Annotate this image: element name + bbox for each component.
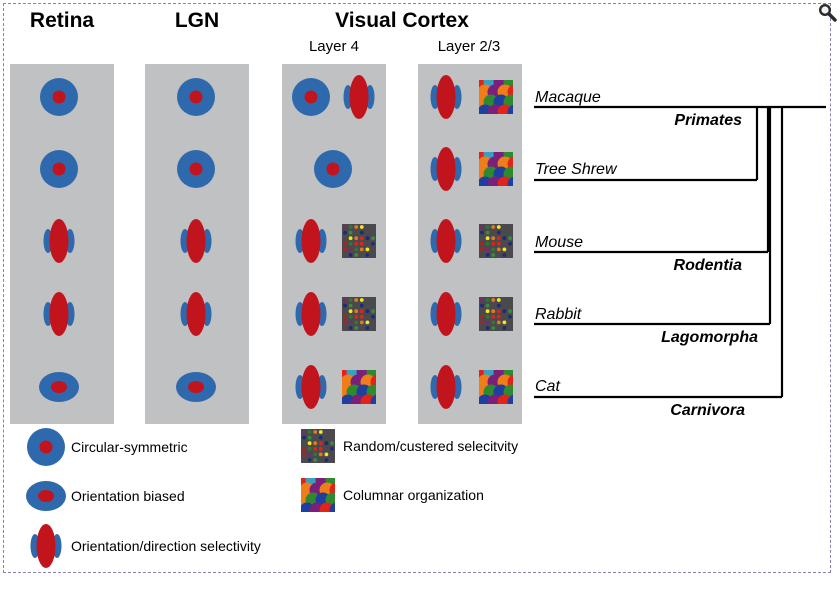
legend [26,428,335,568]
legend-label-random: Random/custered selecitvity [343,438,518,454]
species-label-macaque: Macaque [535,89,601,106]
order-label-lagomorpha: Lagomorpha [661,329,758,346]
retina-header: Retina [30,9,95,32]
species-label-tree-shrew: Tree Shrew [535,161,618,178]
species-label-rabbit: Rabbit [535,306,582,323]
lgn-cell-2 [180,219,212,263]
lgn-cell-3 [180,292,212,336]
legend-label-biased: Orientation biased [71,488,185,504]
order-label-rodentia: Rodentia [674,257,743,274]
layer23-header: Layer 2/3 [438,38,501,55]
order-label-primates: Primates [674,112,742,129]
layer4-cell-3-0 [295,292,327,336]
layer4-cell-4-0 [295,365,327,409]
layer23-cell-4-0 [430,365,462,409]
layer23-cell-2-0 [430,219,462,263]
retina-cell-4 [39,372,79,402]
retina-cell-0 [40,78,78,116]
layer23-cell-3-0 [430,292,462,336]
retina-cell-1 [40,150,78,188]
legend-biased-icon [26,481,66,511]
lgn-header: LGN [175,9,219,32]
figure-frame [3,3,831,573]
order-label-carnivora: Carnivora [670,402,745,419]
layer23-cell-1-0 [430,147,462,191]
legend-columnar-icon [301,478,335,512]
layer4-cell-4-1 [342,370,376,404]
layer23-cell-4-1 [479,370,513,404]
layer4-cell-0-1 [343,75,375,119]
legend-random-icon [301,429,335,463]
visual-cortex-header: Visual Cortex [335,9,469,32]
layer4-cell-3-1 [342,297,376,331]
lgn-cell-0 [177,78,215,116]
layer23-cell-0-1 [479,80,513,114]
layer4-cell-2-0 [295,219,327,263]
layer4-header: Layer 4 [309,38,359,55]
phylogenetic-tree [534,105,826,399]
layer4-cell-1 [314,150,352,188]
layer4-cell-2-1 [342,224,376,258]
layer23-cell-3-1 [479,297,513,331]
layer23-cell-2-1 [479,224,513,258]
species-label-mouse: Mouse [535,234,583,251]
layer4-cell-0-0 [292,78,330,116]
legend-label-circular: Circular-symmetric [71,439,188,455]
legend-label-direction: Orientation/direction selectivity [71,538,261,554]
layer23-cell-0-0 [430,75,462,119]
retina-cell-2 [43,219,75,263]
lgn-cell-1 [177,150,215,188]
species-label-cat: Cat [535,378,560,395]
magnifier-icon[interactable] [817,2,837,22]
legend-label-columnar: Columnar organization [343,487,484,503]
receptive-field-cells [39,75,513,409]
lgn-cell-4 [176,372,216,402]
legend-direction-icon [30,524,62,568]
legend-circular-icon [27,428,65,466]
layer23-cell-1-1 [479,152,513,186]
retina-cell-3 [43,292,75,336]
